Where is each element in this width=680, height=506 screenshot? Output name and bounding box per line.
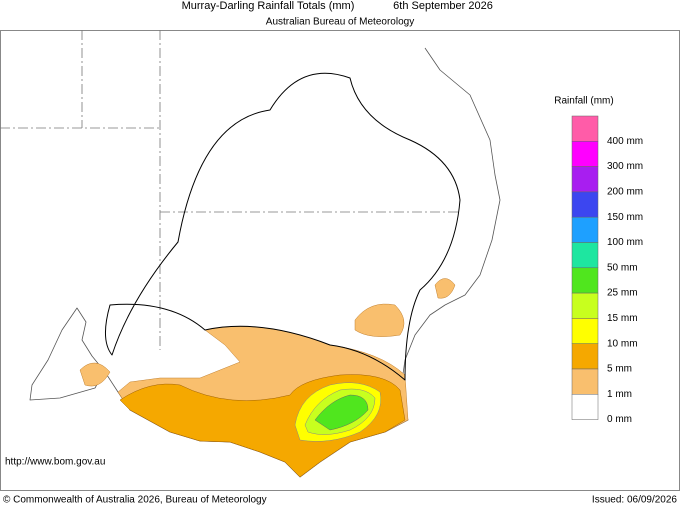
legend-swatch (571, 166, 599, 193)
legend: 400 mm 300 mm 200 mm 150 mm 100 mm 50 mm 25 mm… (571, 115, 643, 425)
issued: Issued: 06/09/2026 (592, 495, 678, 506)
legend-swatch (571, 115, 599, 142)
legend-label: 15 mm (607, 313, 638, 324)
subtitle: Australian Bureau of Meteorology (266, 17, 414, 28)
legend-swatch (571, 191, 599, 218)
legend-swatch (571, 292, 599, 319)
legend-label: 150 mm (607, 212, 643, 223)
legend-label: 400 mm (607, 136, 643, 147)
legend-swatch (571, 242, 599, 269)
legend-swatch (571, 394, 599, 420)
legend-label: 1 mm (607, 389, 632, 400)
rain-25mm (314, 394, 369, 431)
basin-boundary (105, 72, 461, 381)
legend-label: 300 mm (607, 161, 643, 172)
map (0, 30, 501, 478)
legend-swatch (571, 318, 599, 344)
state-borders (0, 30, 460, 350)
legend-swatch (571, 216, 599, 243)
legend-label: 25 mm (607, 288, 638, 299)
legend-label: 100 mm (607, 237, 643, 248)
legend-swatch (571, 267, 599, 294)
legend-label: 200 mm (607, 187, 643, 198)
url: http://www.bom.gov.au (5, 457, 105, 468)
copyright: © Commonwealth of Australia 2026, Bureau… (3, 495, 267, 506)
legend-label: 5 mm (607, 364, 632, 375)
legend-label: 0 mm (607, 414, 632, 425)
legend-title: Rainfall (mm) (554, 96, 613, 107)
date: 6th September 2026 (393, 0, 493, 12)
rain-1mm-patches (79, 278, 456, 387)
legend-label: 50 mm (607, 262, 638, 273)
legend-swatch (571, 343, 599, 370)
title: Murray-Darling Rainfall Totals (mm) (182, 0, 355, 12)
legend-swatch (571, 368, 599, 395)
legend-swatch (571, 141, 599, 167)
legend-label: 10 mm (607, 338, 638, 349)
